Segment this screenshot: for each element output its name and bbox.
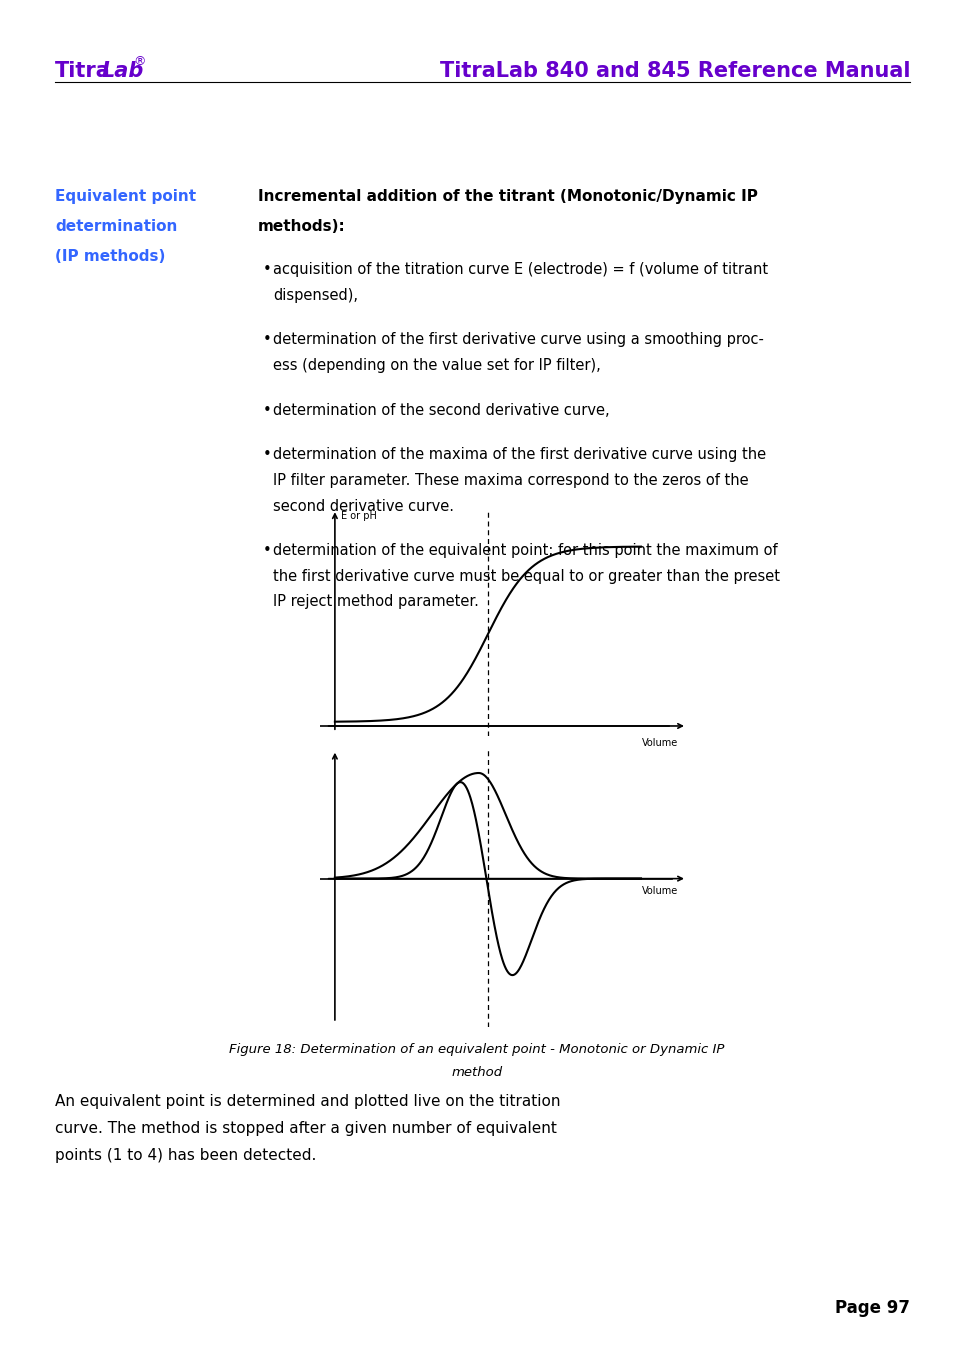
Text: methods):: methods):	[257, 219, 345, 234]
Text: Figure 18: Determination of an equivalent point - Monotonic or Dynamic IP: Figure 18: Determination of an equivalen…	[229, 1043, 724, 1056]
Text: Lab: Lab	[101, 61, 143, 81]
Text: determination of the first derivative curve using a smoothing proc-: determination of the first derivative cu…	[273, 332, 763, 347]
Text: determination of the maxima of the first derivative curve using the: determination of the maxima of the first…	[273, 447, 765, 462]
Text: determination of the equivalent point: for this point the maximum of: determination of the equivalent point: f…	[273, 543, 777, 558]
Text: Volume: Volume	[640, 886, 677, 896]
Text: ®: ®	[133, 55, 146, 69]
Text: Titra: Titra	[55, 61, 111, 81]
Text: method: method	[451, 1066, 502, 1079]
Text: An equivalent point is determined and plotted live on the titration: An equivalent point is determined and pl…	[55, 1094, 560, 1109]
Text: (IP methods): (IP methods)	[55, 249, 166, 263]
Text: IP filter parameter. These maxima correspond to the zeros of the: IP filter parameter. These maxima corres…	[273, 473, 748, 488]
Text: determination: determination	[55, 219, 177, 234]
Text: •: •	[262, 447, 271, 462]
Text: IP reject method parameter.: IP reject method parameter.	[273, 594, 478, 609]
Text: second derivative curve.: second derivative curve.	[273, 499, 454, 513]
Text: acquisition of the titration curve E (electrode) = f (volume of titrant: acquisition of the titration curve E (el…	[273, 262, 767, 277]
Text: Incremental addition of the titrant (Monotonic/Dynamic IP: Incremental addition of the titrant (Mon…	[257, 189, 757, 204]
Text: TitraLab 840 and 845 Reference Manual: TitraLab 840 and 845 Reference Manual	[439, 61, 909, 81]
Text: E or pH: E or pH	[340, 512, 376, 521]
Text: dispensed),: dispensed),	[273, 288, 357, 303]
Text: ess (depending on the value set for IP filter),: ess (depending on the value set for IP f…	[273, 358, 600, 373]
Text: Volume: Volume	[640, 739, 677, 748]
Text: determination of the second derivative curve,: determination of the second derivative c…	[273, 403, 609, 417]
Text: the first derivative curve must be equal to or greater than the preset: the first derivative curve must be equal…	[273, 569, 779, 584]
Text: curve. The method is stopped after a given number of equivalent: curve. The method is stopped after a giv…	[55, 1121, 557, 1136]
Text: •: •	[262, 543, 271, 558]
Text: Equivalent point: Equivalent point	[55, 189, 196, 204]
Text: •: •	[262, 332, 271, 347]
Text: •: •	[262, 262, 271, 277]
Text: Page 97: Page 97	[834, 1300, 909, 1317]
Text: •: •	[262, 403, 271, 417]
Text: points (1 to 4) has been detected.: points (1 to 4) has been detected.	[55, 1148, 316, 1163]
